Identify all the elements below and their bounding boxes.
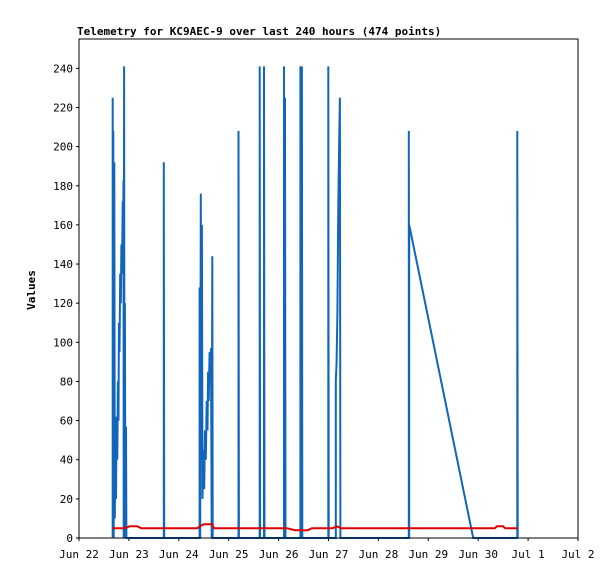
y-tick-label: 60 bbox=[60, 415, 73, 428]
y-tick-label: 220 bbox=[53, 101, 73, 114]
y-tick-label: 100 bbox=[53, 336, 73, 349]
y-tick-label: 40 bbox=[60, 454, 73, 467]
x-tick-label: Jul 1 bbox=[512, 548, 545, 561]
x-tick-label: Jun 29 bbox=[408, 548, 448, 561]
x-tick-label: Jun 28 bbox=[359, 548, 399, 561]
series-line-2 bbox=[112, 523, 518, 532]
y-tick-label: 20 bbox=[60, 493, 73, 506]
y-axis: 0 20 40 60 80 100 120 140 160 180 200 220 240 bbox=[53, 62, 79, 545]
y-tick-label: 160 bbox=[53, 219, 73, 232]
x-tick-label: Jun 24 bbox=[159, 548, 199, 561]
x-tick-label: Jun 22 bbox=[59, 548, 99, 561]
x-tick-label: Jul 2 bbox=[561, 548, 594, 561]
y-tick-label: 240 bbox=[53, 62, 73, 75]
y-tick-label: 200 bbox=[53, 141, 73, 154]
y-tick-label: 180 bbox=[53, 180, 73, 193]
y-tick-label: 80 bbox=[60, 375, 73, 388]
x-tick-label: Jun 30 bbox=[458, 548, 498, 561]
chart-title: Telemetry for KC9AEC-9 over last 240 hou… bbox=[77, 25, 441, 38]
x-tick-label: Jun 26 bbox=[259, 548, 299, 561]
y-axis-label: Values bbox=[25, 270, 38, 310]
y-tick-label: 140 bbox=[53, 258, 73, 271]
x-tick-label: Jun 27 bbox=[309, 548, 349, 561]
x-tick-label: Jun 25 bbox=[209, 548, 249, 561]
y-tick-label: 0 bbox=[66, 532, 73, 545]
x-axis: Jun 22 Jun 23 Jun 24 Jun 25 Jun 26 Jun 27 Jun … bbox=[59, 538, 595, 561]
series-layer bbox=[111, 66, 519, 539]
x-tick-label: Jun 23 bbox=[109, 548, 149, 561]
y-tick-label: 120 bbox=[53, 297, 73, 310]
